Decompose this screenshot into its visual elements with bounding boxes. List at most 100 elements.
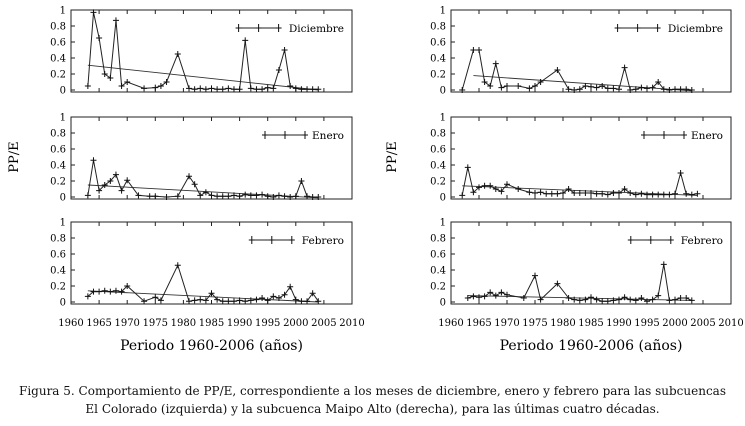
data-point <box>186 298 193 305</box>
data-point <box>298 86 305 93</box>
data-point <box>174 193 181 200</box>
data-point <box>304 298 311 305</box>
data-point <box>152 84 159 91</box>
data-point <box>487 182 494 189</box>
data-point <box>638 295 645 301</box>
data-point <box>107 178 114 184</box>
data-point <box>520 295 527 301</box>
data-point <box>107 75 114 81</box>
data-point <box>84 293 91 300</box>
data-point <box>677 170 684 176</box>
y-tick-label: 0.2 <box>430 177 446 188</box>
series-line <box>87 263 319 302</box>
data-point <box>515 186 522 192</box>
data-point <box>694 190 701 197</box>
trend-line <box>87 64 319 91</box>
data-point <box>174 51 181 57</box>
data-point <box>677 295 684 301</box>
data-point <box>292 193 299 200</box>
data-point <box>197 85 204 92</box>
data-point <box>604 191 611 198</box>
chart-left: 0 0.2 0.4 0.6 0.8 1 Diciembre 0 0.2 0.4 0.6 0.8 1 Ene… <box>7 6 365 355</box>
data-point <box>616 296 622 303</box>
y-tick-label: 0.6 <box>430 145 446 156</box>
y-axis-label: PP/E <box>7 141 22 172</box>
data-point <box>470 47 477 53</box>
data-point <box>481 293 488 300</box>
trend-line <box>87 290 319 303</box>
figure-caption: Figura 5. Comportamiento de PP/E, corres… <box>0 382 745 418</box>
data-point <box>476 184 482 191</box>
x-axis-label: Periodo 1960-2006 (años) <box>120 338 303 354</box>
data-point <box>186 85 193 92</box>
x-tick-label: 1975 <box>522 318 547 329</box>
caption-line-1: Figura 5. Comportamiento de PP/E, corres… <box>19 384 726 398</box>
x-tick-label: 1990 <box>606 318 631 329</box>
legend-label: Diciembre <box>668 23 723 35</box>
data-point <box>616 86 622 93</box>
data-point <box>309 86 316 93</box>
data-point <box>208 192 215 199</box>
y-tick-label: 0.2 <box>430 70 446 81</box>
data-point <box>118 83 125 89</box>
data-point <box>90 9 97 16</box>
data-point <box>576 297 583 304</box>
data-point <box>230 86 237 93</box>
panel-right-diciembre: 0 0.2 0.4 0.6 0.8 1 Diciembre <box>430 6 732 97</box>
data-point <box>588 83 594 90</box>
data-point <box>459 192 466 199</box>
legend-sample-marker <box>302 131 308 139</box>
data-point <box>655 191 662 198</box>
data-point <box>655 79 662 85</box>
x-tick-label: 1975 <box>143 318 168 329</box>
data-point <box>683 295 690 301</box>
data-point <box>610 297 617 304</box>
data-point <box>638 190 645 197</box>
data-point <box>476 294 482 301</box>
data-point <box>214 296 221 303</box>
data-point <box>225 298 232 305</box>
data-point <box>576 190 583 196</box>
data-point <box>242 37 249 44</box>
data-point <box>683 86 690 93</box>
data-point <box>202 86 209 93</box>
data-point <box>599 83 606 89</box>
data-point <box>157 297 164 304</box>
data-point <box>683 190 690 197</box>
data-point <box>599 298 606 305</box>
data-point <box>548 190 555 197</box>
y-tick-label: 0 <box>60 86 66 97</box>
data-point <box>571 190 578 196</box>
data-point <box>191 297 198 304</box>
data-point <box>571 87 578 93</box>
y-tick-label: 0 <box>440 298 446 309</box>
y-tick-label: 0.6 <box>50 38 66 49</box>
data-point <box>582 296 589 303</box>
data-point <box>610 85 617 92</box>
data-point <box>253 296 260 303</box>
data-point <box>532 83 538 89</box>
data-point <box>96 35 103 41</box>
data-point <box>281 47 288 53</box>
data-point <box>660 261 667 268</box>
data-point <box>498 84 505 91</box>
panel-right-febrero: 0 0.2 0.4 0.6 0.8 1 Febrero <box>430 218 732 309</box>
y-tick-label: 0 <box>440 193 446 204</box>
data-point <box>492 186 499 192</box>
data-point <box>604 298 611 305</box>
data-point <box>208 290 215 297</box>
data-point <box>236 193 243 200</box>
data-point <box>649 296 656 303</box>
y-tick-label: 0 <box>440 86 446 97</box>
data-point <box>627 296 634 303</box>
data-point <box>219 86 226 93</box>
data-point <box>163 194 170 200</box>
y-tick-label: 0 <box>60 193 66 204</box>
data-point <box>638 84 645 91</box>
data-point <box>660 191 667 198</box>
data-point <box>275 192 282 199</box>
data-point <box>219 193 226 200</box>
data-point <box>270 194 277 200</box>
data-point <box>287 194 294 200</box>
data-point <box>315 194 322 200</box>
